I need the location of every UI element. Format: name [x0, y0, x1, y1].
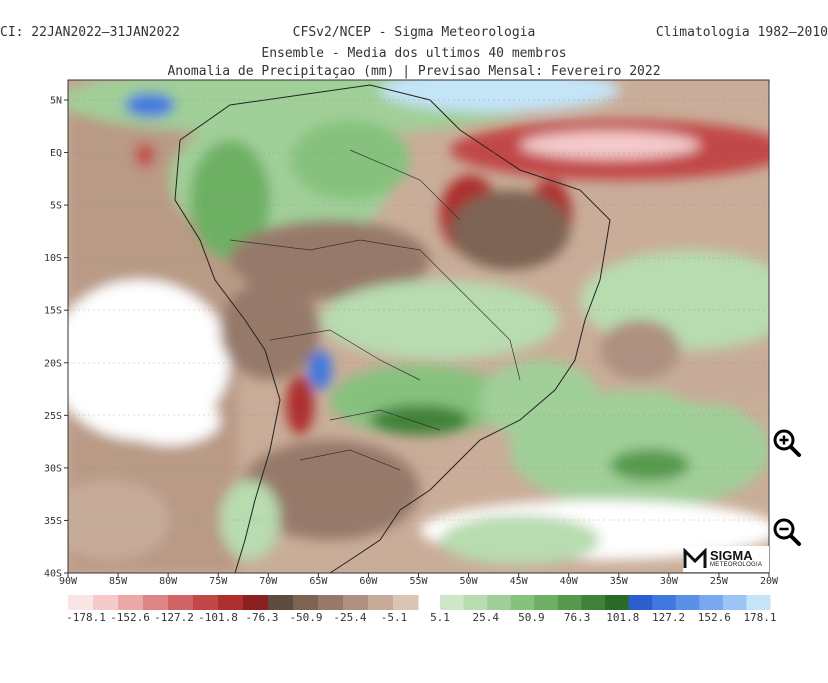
lat-label: EQ: [50, 148, 62, 159]
zoom-in-button[interactable]: [772, 428, 802, 458]
colorbar-swatch: [243, 595, 269, 610]
colorbar-swatch: [581, 595, 606, 610]
lon-label: 65W: [309, 576, 328, 587]
lon-label: 45W: [510, 576, 529, 587]
colorbar-swatch: [675, 595, 700, 610]
sigma-logo-mark: [683, 548, 707, 568]
lat-label: 5S: [50, 201, 62, 212]
lon-label: 40W: [560, 576, 579, 587]
colorbar-label: -50.9: [289, 611, 322, 624]
colorbar-label: 5.1: [430, 611, 450, 624]
lon-label: 55W: [409, 576, 428, 587]
colorbar-label: -178.1: [66, 611, 106, 624]
lon-label: 50W: [460, 576, 479, 587]
colorbar-label: 50.9: [518, 611, 545, 624]
lon-label: 35W: [610, 576, 629, 587]
lat-label: 15S: [44, 306, 62, 317]
colorbar-label: -101.8: [198, 611, 238, 624]
colorbar-swatch: [557, 595, 582, 610]
lat-label: 5N: [50, 96, 62, 107]
colorbar-label: -76.3: [245, 611, 278, 624]
lon-label: 80W: [159, 576, 178, 587]
colorbar-swatch: [487, 595, 512, 610]
zoom-out-button[interactable]: [772, 517, 802, 547]
colorbar-label: 127.2: [652, 611, 685, 624]
lat-label: 25S: [44, 411, 62, 422]
zoom-in-icon: [773, 429, 801, 457]
lon-label: 25W: [710, 576, 729, 587]
colorbar-label: -25.4: [333, 611, 366, 624]
colorbar-label: 25.4: [472, 611, 499, 624]
colorbar: -178.1 -152.6 -127.2 -101.8 -76.3 -50.9 -25.4 -…: [66, 595, 777, 624]
lat-label: 10S: [44, 253, 62, 264]
colorbar-swatch: [218, 595, 244, 610]
colorbar-swatch: [68, 595, 94, 610]
anomaly-field: [68, 80, 769, 573]
lon-label: 85W: [109, 576, 128, 587]
colorbar-swatch: [393, 595, 419, 610]
lon-label: 60W: [359, 576, 378, 587]
colorbar-swatch: [652, 595, 677, 610]
lat-label: 20S: [44, 358, 62, 369]
colorbar-label: 76.3: [564, 611, 591, 624]
colorbar-label: -127.2: [154, 611, 194, 624]
colorbar-label: -5.1: [381, 611, 408, 624]
logo-line2: METEOROLOGIA: [710, 562, 763, 568]
colorbar-swatch: [268, 595, 294, 610]
colorbar-swatch: [368, 595, 394, 610]
colorbar-swatch: [440, 595, 465, 610]
colorbar-swatch: [463, 595, 488, 610]
colorbar-swatch: [143, 595, 169, 610]
colorbar-swatch: [534, 595, 559, 610]
graticule: [68, 99, 769, 521]
colorbar-swatch: [193, 595, 219, 610]
source-title: CFSv2/NCEP - Sigma Meteorologia: [292, 25, 536, 40]
sigma-logo: SIGMA METEOROLOGIA: [683, 546, 769, 572]
climatology-label: Climatologia 1982–2010: [655, 25, 828, 40]
lon-label: 75W: [209, 576, 228, 587]
colorbar-swatch: [722, 595, 747, 610]
colorbar-label: 178.1: [743, 611, 776, 624]
colorbar-label: 152.6: [698, 611, 731, 624]
colorbar-label: 101.8: [606, 611, 639, 624]
lat-label: 35S: [44, 516, 62, 527]
colorbar-swatch: [628, 595, 653, 610]
colorbar-swatch: [293, 595, 319, 610]
lon-label: 90W: [59, 576, 78, 587]
zoom-out-icon: [773, 518, 801, 546]
colorbar-swatch: [318, 595, 344, 610]
latitude-axis: 5N EQ 5S 10S 15S 20S 25S 30S 35S 40S: [44, 96, 68, 580]
lon-label: 20W: [760, 576, 779, 587]
colorbar-label: -152.6: [110, 611, 150, 624]
colorbar-swatch: [510, 595, 535, 610]
colorbar-swatch: [699, 595, 724, 610]
forecast-subtitle: Anomalia de Precipitaçao (mm) | Previsao…: [167, 64, 661, 79]
colorbar-swatch: [168, 595, 194, 610]
colorbar-swatch: [343, 595, 369, 610]
colorbar-swatch: [605, 595, 630, 610]
lon-label: 30W: [660, 576, 679, 587]
logo-line1: SIGMA: [710, 548, 753, 563]
ensemble-subtitle: Ensemble - Media dos ultimos 40 membros: [261, 46, 567, 61]
lat-label: 30S: [44, 463, 62, 474]
init-condition-label: CI: 22JAN2022–31JAN2022: [0, 25, 181, 40]
colorbar-swatch: [118, 595, 144, 610]
lon-label: 70W: [259, 576, 278, 587]
longitude-axis: 90W 85W 80W 75W 70W 65W 60W 55W 50W 45W 40W 35W 30W 2…: [59, 573, 779, 587]
colorbar-swatch: [93, 595, 119, 610]
lat-label: 40S: [44, 569, 62, 580]
colorbar-swatch: [746, 595, 771, 610]
